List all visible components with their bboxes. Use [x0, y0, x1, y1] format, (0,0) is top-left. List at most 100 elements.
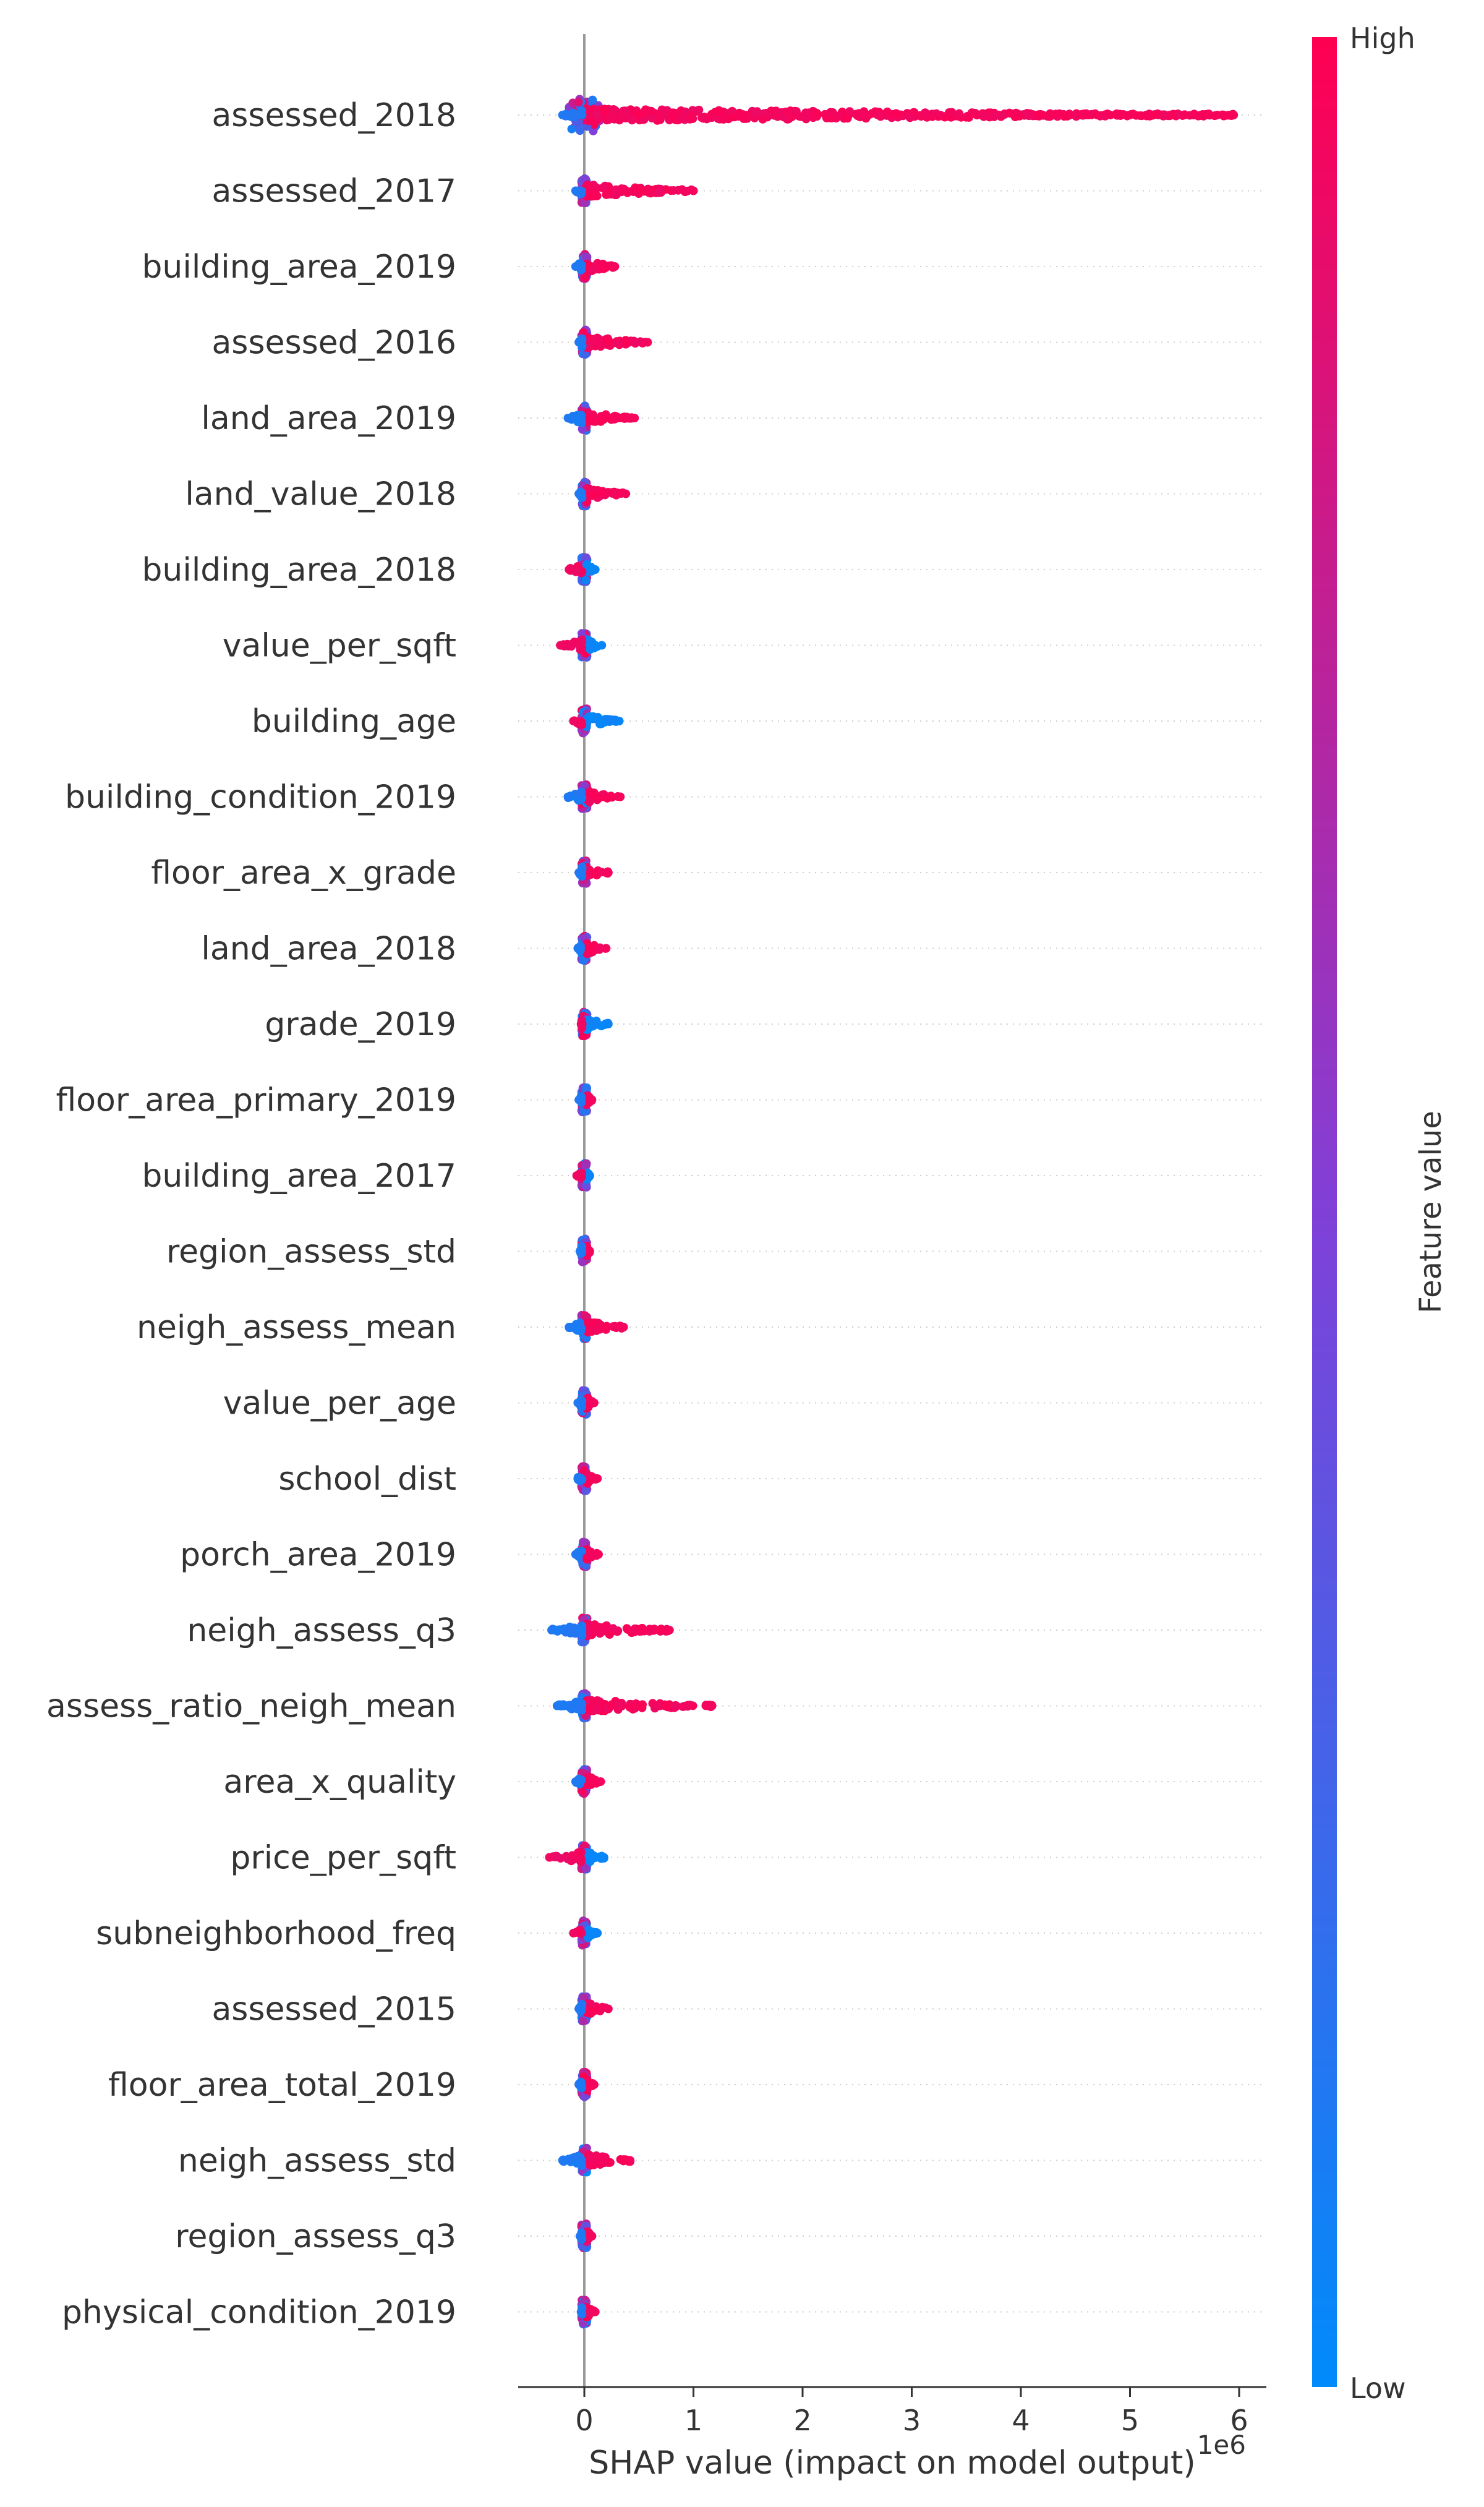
shap-point-max: [689, 186, 698, 195]
shap-point: [787, 112, 796, 121]
shap-point: [697, 113, 706, 122]
shap-point: [613, 339, 623, 348]
shap-point: [601, 1325, 610, 1334]
feature-points-value_per_sqft: [556, 629, 607, 662]
shap-point: [575, 641, 584, 650]
shap-point: [574, 796, 583, 805]
shap-point: [618, 111, 628, 120]
x-axis: 0 1 2 3 4 5 6 SHAP value (impact on model outp…: [518, 2386, 1266, 2482]
shap-point: [600, 2158, 609, 2167]
feature-points-floor_area_x_grade: [574, 856, 613, 888]
shap-point-max: [602, 944, 611, 953]
feature-points-assessed_2016: [574, 325, 652, 359]
shap-point: [758, 114, 767, 124]
shap-point: [583, 562, 592, 571]
shap-point-min: [556, 641, 565, 650]
shap-point: [585, 712, 594, 721]
shap-point: [574, 97, 583, 106]
shap-point-min: [565, 1323, 574, 1331]
shap-point-max: [603, 868, 613, 877]
shap-point: [657, 105, 667, 114]
shap-point: [584, 1704, 593, 1713]
feature-points-physical_condition_2019: [576, 2296, 600, 2329]
feature-label: value_per_sqft: [223, 628, 456, 665]
shap-point-outlier: [1219, 111, 1229, 119]
shap-point: [655, 113, 665, 122]
shap-point: [883, 107, 892, 116]
x-tick-label: 2: [793, 2404, 811, 2437]
shap-point: [578, 1257, 587, 1266]
shap-point: [586, 1318, 595, 1327]
shap-point: [573, 1326, 582, 1335]
shap-point: [647, 114, 657, 123]
shap-point: [978, 109, 987, 118]
feature-label: building_area_2018: [142, 552, 456, 589]
shap-point-max: [707, 1701, 717, 1710]
shap-point: [644, 188, 654, 197]
shap-point-min: [574, 2004, 584, 2014]
shap-point: [577, 411, 586, 420]
shap-point: [580, 2092, 589, 2101]
shap-point: [578, 567, 587, 576]
shap-point: [585, 942, 594, 951]
shap-point-outlier: [1141, 111, 1151, 119]
feature-label: assessed_2016: [211, 325, 456, 362]
feature-labels: assessed_2018 assessed_2017 building_area_…: [46, 97, 456, 2331]
feature-points-region_assess_q3: [575, 2219, 597, 2253]
shap-point: [985, 113, 994, 122]
shap-point: [588, 1775, 597, 1785]
shap-point: [573, 111, 582, 120]
feature-label: building_condition_2019: [65, 779, 456, 816]
shap-point: [587, 116, 596, 126]
shap-point-min: [558, 111, 567, 119]
shap-point-min: [547, 1626, 556, 1634]
shap-point-max: [603, 1020, 613, 1028]
feature-label: assessed_2018: [211, 97, 456, 134]
x-tick-label: 6: [1230, 2404, 1248, 2437]
shap-point-outlier: [1196, 111, 1206, 119]
shap-point-outlier: [1180, 111, 1189, 119]
shap-point: [590, 1620, 599, 1629]
shap-point: [576, 1623, 586, 1632]
shap-point: [845, 107, 855, 116]
shap-point: [1005, 108, 1014, 117]
shap-point-max: [603, 2004, 613, 2014]
shap-point-max: [599, 1853, 608, 1862]
shap-point: [600, 182, 609, 192]
shap-point: [592, 110, 602, 119]
shap-point: [580, 199, 589, 208]
feature-label: land_area_2018: [201, 931, 456, 968]
feature-label: floor_area_x_grade: [151, 855, 456, 892]
feature-points-subneighborhood_freq: [569, 1916, 602, 1950]
shap-point-min: [574, 1095, 584, 1104]
shap-point: [965, 113, 974, 122]
shap-point-max: [589, 1398, 599, 1407]
colorbar: High Low Feature value: [1312, 22, 1448, 2405]
shap-point-max: [591, 2307, 600, 2317]
shap-point: [605, 114, 614, 124]
shap-point-outlier: [1125, 111, 1135, 119]
shap-point-outlier: [1204, 111, 1213, 119]
shap-point: [606, 1702, 615, 1711]
shap-point-min: [545, 1853, 554, 1862]
shap-point: [608, 1322, 618, 1331]
shap-point: [727, 113, 736, 122]
shap-point: [576, 717, 585, 726]
shap-point: [595, 945, 604, 954]
shap-point: [605, 337, 614, 346]
shap-point-max: [643, 338, 652, 347]
feature-label: neigh_assess_mean: [137, 1309, 456, 1346]
shap-point-max: [594, 1550, 603, 1559]
shap-point: [1135, 111, 1145, 120]
shap-point: [585, 797, 594, 806]
shap-point: [576, 1849, 585, 1858]
feature-points-building_age: [569, 704, 624, 738]
shap-point: [581, 273, 590, 282]
shap-point: [578, 2017, 587, 2026]
shap-point: [623, 338, 632, 347]
feature-label: value_per_age: [223, 1385, 456, 1422]
shap-point-min: [575, 1247, 584, 1256]
shap-point: [581, 1160, 591, 1169]
shap-point-min: [573, 1398, 582, 1407]
feature-points-neigh_assess_q3: [547, 1613, 674, 1647]
